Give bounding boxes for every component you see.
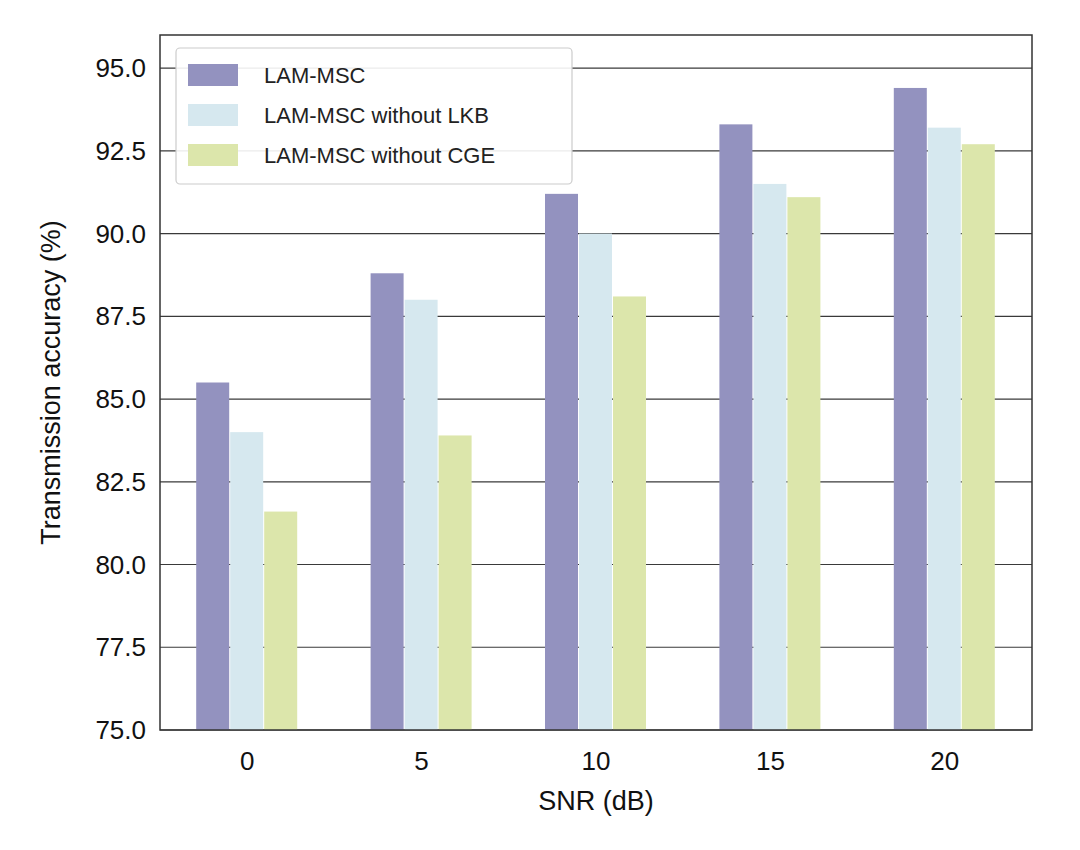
bar	[405, 300, 438, 730]
bar	[613, 296, 646, 730]
bar	[196, 383, 229, 731]
legend-swatch	[188, 104, 238, 126]
y-tick-label: 82.5	[95, 467, 146, 497]
y-tick-label: 87.5	[95, 301, 146, 331]
x-tick-label: 5	[414, 746, 428, 776]
x-tick-label: 20	[930, 746, 959, 776]
y-tick-label: 90.0	[95, 219, 146, 249]
bar	[264, 512, 297, 730]
x-tick-label: 0	[240, 746, 254, 776]
bar	[230, 432, 263, 730]
bar	[719, 124, 752, 730]
legend-label: LAM-MSC	[264, 63, 366, 88]
x-tick-label: 10	[582, 746, 611, 776]
legend-swatch	[188, 64, 238, 86]
chart: 75.0 77.5 80.0 82.5 85.0 87.5 90.0 92.5 95.0 0 5 10…	[0, 0, 1080, 850]
x-tick-label: 15	[756, 746, 785, 776]
y-tick-label: 77.5	[95, 632, 146, 662]
bar	[753, 184, 786, 730]
plot-frame	[160, 35, 1032, 730]
bar	[545, 194, 578, 730]
bar	[439, 435, 472, 730]
bar	[579, 234, 612, 730]
bar	[371, 273, 404, 730]
bar	[894, 88, 927, 730]
legend-box	[176, 48, 572, 184]
y-tick-label: 80.0	[95, 550, 146, 580]
y-tick-label: 85.0	[95, 384, 146, 414]
y-tick-label: 75.0	[95, 715, 146, 745]
bar	[962, 144, 995, 730]
legend-label: LAM-MSC without CGE	[264, 143, 495, 168]
bar	[787, 197, 820, 730]
y-tick-label: 92.5	[95, 136, 146, 166]
background	[0, 0, 1080, 850]
x-axis-label: SNR (dB)	[538, 786, 654, 816]
y-axis-label: Transmission accuracy (%)	[36, 220, 66, 545]
legend-label: LAM-MSC without LKB	[264, 103, 489, 128]
legend-swatch	[188, 144, 238, 166]
bar	[928, 128, 961, 730]
y-tick-label: 95.0	[95, 53, 146, 83]
